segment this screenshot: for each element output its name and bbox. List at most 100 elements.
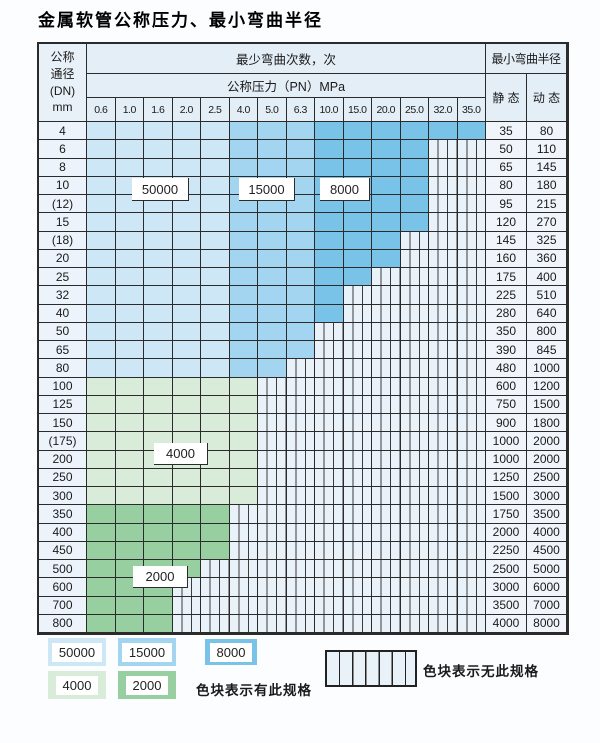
spec-cell xyxy=(400,176,429,195)
no-spec-cell xyxy=(286,596,315,615)
no-spec-cell xyxy=(315,341,344,360)
spec-cell xyxy=(87,377,116,396)
spec-cell xyxy=(115,541,144,560)
pressure-tick: 0.6 xyxy=(87,98,116,122)
dn-label: 32 xyxy=(39,286,87,305)
no-spec-cell xyxy=(457,505,486,524)
no-spec-cell xyxy=(343,341,372,360)
no-spec-cell xyxy=(201,560,230,579)
spec-cell xyxy=(229,450,258,469)
no-spec-cell xyxy=(315,359,344,378)
spec-cell xyxy=(258,268,287,287)
spec-cell xyxy=(87,304,116,323)
no-spec-cell xyxy=(429,341,458,360)
no-spec-cell xyxy=(400,596,429,615)
spec-cell xyxy=(115,523,144,542)
spec-cell xyxy=(286,268,315,287)
spec-cell xyxy=(400,122,429,141)
no-spec-cell xyxy=(400,560,429,579)
spec-cell xyxy=(343,231,372,250)
no-spec-cell xyxy=(372,596,401,615)
spec-cell xyxy=(201,176,230,195)
no-spec-cell xyxy=(400,505,429,524)
region-label-15000: 15000 xyxy=(239,178,295,201)
no-spec-cell xyxy=(286,468,315,487)
spec-cell xyxy=(286,231,315,250)
spec-cell xyxy=(144,596,173,615)
spec-table: 公称 通径 (DN) mm 最少弯曲次数，次 最小弯曲半径 公称压力（PN）MP… xyxy=(37,42,569,635)
no-spec-cell xyxy=(286,432,315,451)
no-spec-cell xyxy=(429,395,458,414)
spec-cell xyxy=(172,122,201,141)
static-value: 1750 xyxy=(486,505,527,524)
no-spec-cell xyxy=(315,505,344,524)
dn-label: (12) xyxy=(39,195,87,214)
spec-cell xyxy=(229,158,258,177)
no-spec-cell xyxy=(286,359,315,378)
no-spec-cell xyxy=(400,249,429,268)
static-value: 2000 xyxy=(486,523,527,542)
no-spec-cell xyxy=(315,468,344,487)
dynamic-value: 5000 xyxy=(527,560,567,579)
spec-cell xyxy=(258,322,287,341)
no-spec-cell xyxy=(457,195,486,214)
spec-cell xyxy=(315,231,344,250)
spec-cell xyxy=(315,268,344,287)
dn-label: 25 xyxy=(39,268,87,287)
no-spec-cell xyxy=(343,322,372,341)
dynamic-value: 180 xyxy=(527,176,567,195)
spec-cell xyxy=(343,122,372,141)
spec-cell xyxy=(315,286,344,305)
spec-cell xyxy=(315,122,344,141)
spec-cell xyxy=(115,614,144,633)
spec-cell xyxy=(172,304,201,323)
spec-cell xyxy=(172,359,201,378)
dynamic-value: 6000 xyxy=(527,578,567,597)
no-spec-cell xyxy=(229,523,258,542)
no-spec-cell xyxy=(229,578,258,597)
no-spec-cell xyxy=(315,377,344,396)
spec-cell xyxy=(315,304,344,323)
dn-label: 600 xyxy=(39,578,87,597)
no-spec-cell xyxy=(457,450,486,469)
no-spec-cell xyxy=(258,377,287,396)
spec-cell xyxy=(144,322,173,341)
static-value: 1000 xyxy=(486,432,527,451)
spec-cell xyxy=(286,249,315,268)
spec-cell xyxy=(115,596,144,615)
spec-cell xyxy=(258,304,287,323)
static-value: 50 xyxy=(486,140,527,159)
pressure-tick: 10.0 xyxy=(315,98,344,122)
spec-cell xyxy=(87,195,116,214)
dn-label: 800 xyxy=(39,614,87,633)
no-spec-cell xyxy=(429,450,458,469)
dn-label: 700 xyxy=(39,596,87,615)
dn-label: 300 xyxy=(39,487,87,506)
spec-cell xyxy=(144,158,173,177)
spec-cell xyxy=(229,377,258,396)
spec-cell xyxy=(201,304,230,323)
spec-cell xyxy=(144,395,173,414)
no-spec-cell xyxy=(457,487,486,506)
spec-cell xyxy=(172,341,201,360)
spec-cell xyxy=(172,268,201,287)
no-spec-cell xyxy=(400,487,429,506)
region-label-8000: 8000 xyxy=(320,178,370,201)
dn-label: 500 xyxy=(39,560,87,579)
no-spec-cell xyxy=(457,614,486,633)
spec-cell xyxy=(315,249,344,268)
spec-cell xyxy=(115,249,144,268)
spec-cell xyxy=(144,231,173,250)
no-spec-cell xyxy=(457,341,486,360)
spec-cell xyxy=(229,231,258,250)
no-spec-cell xyxy=(457,304,486,323)
dynamic-value: 4000 xyxy=(527,523,567,542)
dynamic-value: 510 xyxy=(527,286,567,305)
no-spec-cell xyxy=(457,541,486,560)
no-spec-cell xyxy=(172,614,201,633)
static-value: 1000 xyxy=(486,450,527,469)
no-spec-cell xyxy=(315,596,344,615)
spec-cell xyxy=(87,359,116,378)
dynamic-value: 2000 xyxy=(527,432,567,451)
